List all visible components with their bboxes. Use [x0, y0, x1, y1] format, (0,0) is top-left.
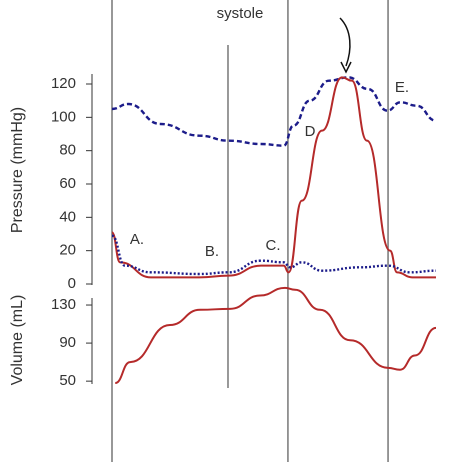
y-tick-label: 40 — [59, 208, 76, 225]
annotation: D — [305, 123, 316, 140]
arrow-head — [340, 61, 352, 74]
y-tick-label: 120 — [51, 75, 76, 92]
annotation: C. — [266, 237, 281, 254]
series-line — [111, 76, 436, 279]
y-axis-label: Pressure (mmHg) — [9, 107, 26, 233]
y-tick-label: 90 — [59, 334, 76, 351]
annotation: B. — [205, 243, 219, 260]
annotation: E. — [395, 79, 409, 96]
y-tick-label: 20 — [59, 242, 76, 259]
y-tick-label: 60 — [59, 175, 76, 192]
y-tick-label: 100 — [51, 108, 76, 125]
y-tick-label: 0 — [68, 275, 76, 292]
series-line — [111, 234, 437, 276]
annotation: A. — [130, 231, 144, 248]
series-line — [111, 76, 437, 147]
arrow — [339, 17, 351, 67]
annotation: systole — [217, 5, 264, 22]
series-line — [114, 286, 437, 385]
y-axis-label: Volume (mL) — [9, 295, 26, 386]
y-tick-label: 50 — [59, 372, 76, 389]
y-tick-label: 130 — [51, 296, 76, 313]
y-tick-label: 80 — [59, 142, 76, 159]
